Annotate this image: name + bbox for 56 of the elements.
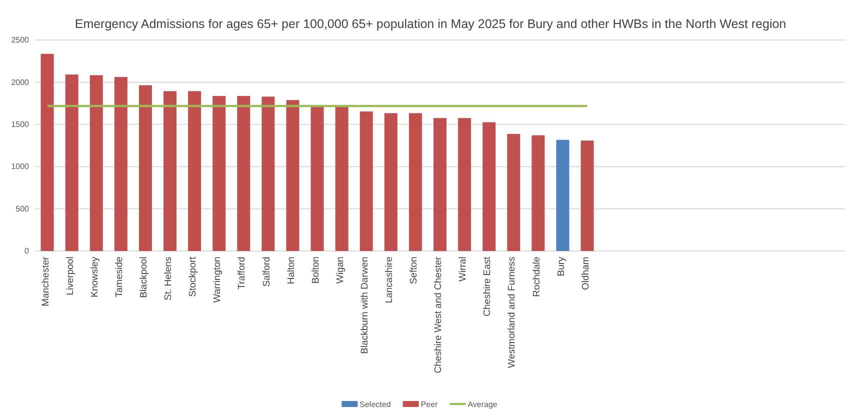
bar bbox=[114, 76, 128, 251]
bar bbox=[433, 118, 447, 251]
x-tick-label: Westmorland and Furness bbox=[506, 256, 518, 368]
x-tick-label: Wigan bbox=[334, 256, 346, 284]
y-tick-label: 2500 bbox=[11, 36, 30, 45]
y-tick-label: 0 bbox=[24, 246, 30, 256]
bar bbox=[212, 96, 226, 251]
bar bbox=[532, 135, 545, 251]
x-tick-label: Blackpool bbox=[138, 256, 150, 298]
bar bbox=[163, 91, 177, 251]
bar bbox=[458, 118, 472, 251]
legend-label: Peer bbox=[420, 400, 438, 409]
x-tick-label: Warrington bbox=[212, 256, 224, 303]
x-tick-label: Wirral bbox=[458, 256, 469, 282]
bar bbox=[335, 106, 348, 251]
x-tick-label: Knowsley bbox=[89, 256, 100, 298]
x-tick-label: Tameside bbox=[114, 256, 126, 298]
y-tick-label: 2000 bbox=[11, 78, 30, 87]
bar bbox=[580, 140, 594, 251]
x-tick-label: Lancashire bbox=[384, 256, 396, 304]
x-tick-label: Sefton bbox=[408, 256, 420, 284]
x-tick-label: Oldham bbox=[580, 256, 592, 290]
x-tick-label: Bolton bbox=[310, 256, 322, 284]
x-tick-label: Trafford bbox=[236, 256, 248, 290]
y-tick-label: 1000 bbox=[11, 162, 30, 172]
bar bbox=[237, 96, 250, 251]
bar bbox=[310, 106, 324, 251]
x-tick-label: Blackburn with Darwen bbox=[359, 256, 370, 354]
bar bbox=[65, 74, 78, 251]
bar bbox=[188, 91, 202, 251]
x-tick-label: Rochdale bbox=[531, 256, 542, 297]
chart-title: Emergency Admissions for ages 65+ per 100,000 65+ population in May 2025 for Bury and other HWBs in the North West region bbox=[74, 17, 786, 31]
y-tick-label: 1500 bbox=[11, 120, 30, 129]
bar bbox=[507, 134, 520, 251]
bar bbox=[556, 140, 570, 251]
legend-label: Selected bbox=[360, 400, 391, 409]
x-tick-label: Stockport bbox=[188, 256, 199, 297]
x-tick-label: Liverpool bbox=[64, 256, 76, 296]
bar bbox=[90, 75, 103, 251]
bar bbox=[384, 113, 398, 251]
bar bbox=[360, 111, 373, 251]
bar bbox=[40, 54, 54, 251]
x-tick-label: Bury bbox=[556, 256, 567, 276]
legend-label: Average bbox=[468, 400, 498, 409]
y-tick-label: 500 bbox=[16, 204, 30, 214]
x-tick-label: Cheshire West and Chester bbox=[433, 256, 444, 374]
x-tick-label: Manchester bbox=[40, 256, 52, 306]
x-tick-label: St. Helens bbox=[163, 256, 174, 301]
x-tick-label: Halton bbox=[286, 256, 297, 284]
bar bbox=[262, 96, 275, 251]
bar bbox=[286, 100, 300, 251]
x-tick-label: Cheshire East bbox=[482, 256, 494, 316]
bar bbox=[482, 122, 496, 251]
bar bbox=[408, 113, 422, 251]
bar bbox=[138, 85, 152, 251]
x-tick-label: Salford bbox=[261, 256, 272, 287]
